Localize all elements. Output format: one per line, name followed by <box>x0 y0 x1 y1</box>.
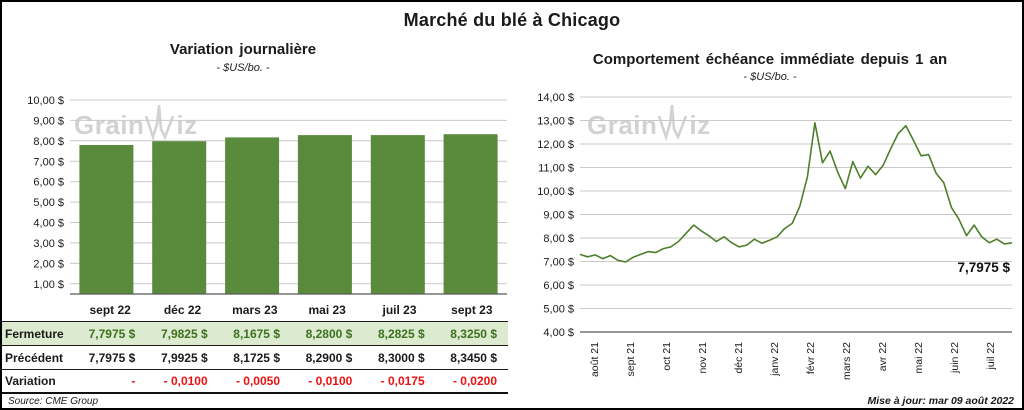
bar-chart-title: Variation journalière <box>169 41 317 58</box>
bar-chart-subtitle: - $US/bo. - <box>216 62 270 74</box>
row-label: Variation <box>5 374 56 388</box>
y-axis-label: 2,00 $ <box>33 258 64 270</box>
precedent-value: 7,7975 $ <box>88 350 136 365</box>
y-axis-label: 4,00 $ <box>33 218 64 230</box>
fermeture-value: 8,3250 $ <box>450 326 497 341</box>
precedent-value: 8,2900 $ <box>305 350 353 365</box>
bar-juil 23 <box>370 135 425 294</box>
y-axis-label: 8,00 $ <box>543 233 574 245</box>
bar-chart: 10,00 $ 9,00 $ 8,00 $ 7,00 $ 6,00 $ 5,00 $ 4,0… <box>27 95 507 295</box>
price-line <box>579 121 1013 263</box>
x-axis-label: août 21 <box>589 342 601 377</box>
x-axis-label: mars 22 <box>841 342 853 380</box>
column-header: juil 23 <box>382 302 417 317</box>
y-axis-label: 11,00 $ <box>538 163 574 175</box>
table-row: Précédent 7,7975 $ 7,9925 $ 8,1725 $ 8,2900 … <box>2 346 508 370</box>
x-axis-label: janv 22 <box>769 342 781 377</box>
table-row: Fermeture 7,7975 $ 7,9825 $ 8,1675 $ 8,2800 … <box>2 322 508 346</box>
precedent-value: 8,3450 $ <box>450 350 497 365</box>
y-axis-label: 5,00 $ <box>33 197 64 209</box>
variation-value: - <box>131 374 136 388</box>
page-title: Marché du blé à Chicago <box>403 10 621 30</box>
y-axis-label: 12,00 $ <box>537 139 574 151</box>
y-axis-label: 1,00 $ <box>33 279 64 291</box>
variation-value: - 0,0100 <box>163 374 208 388</box>
x-axis-label: oct 21 <box>661 342 673 371</box>
y-axis-label: 14,00 $ <box>537 92 574 104</box>
y-axis-label: 10,00 $ <box>537 186 574 198</box>
y-axis-label: 10,00 $ <box>27 95 64 107</box>
x-axis-label: juil 22 <box>985 342 997 371</box>
x-axis-label: déc 21 <box>733 342 745 374</box>
variation-value: - 0,0100 <box>308 374 353 388</box>
y-axis-label: 7,00 $ <box>33 156 64 168</box>
bar-sept 22 <box>79 145 134 294</box>
bar-mai 23 <box>297 135 352 294</box>
column-header: mai 23 <box>308 302 346 317</box>
update-note: Mise à jour: mar 09 août 2022 <box>867 395 1014 407</box>
variation-value: - 0,0050 <box>235 374 280 388</box>
source-note: Source: CME Group <box>8 396 99 407</box>
line-chart: 14,00 $ 13,00 $ 12,00 $ 11,00 $ 10,00 $ 9,00 … <box>537 92 1013 380</box>
precedent-value: 8,3000 $ <box>377 350 425 365</box>
column-header: déc 22 <box>163 302 202 317</box>
table-row: Variation - - 0,0100 - 0,0050 - 0,0100 - 0,01… <box>2 370 508 394</box>
y-axis-label: 5,00 $ <box>543 304 574 316</box>
bar-mars 23 <box>225 137 280 294</box>
fermeture-value: 8,2825 $ <box>377 326 425 341</box>
x-axis-label: juin 22 <box>949 342 961 374</box>
column-header: mars 23 <box>232 302 278 317</box>
fermeture-value: 8,1675 $ <box>233 326 280 341</box>
precedent-value: 7,9925 $ <box>160 350 208 365</box>
y-axis-label: 6,00 $ <box>33 177 64 189</box>
y-axis-label: 8,00 $ <box>33 136 64 148</box>
price-table: sept 22 déc 22 mars 23 mai 23 juil 23 sept 23… <box>2 298 508 394</box>
x-axis-label: nov 21 <box>697 342 709 374</box>
fermeture-value: 7,9825 $ <box>160 326 208 341</box>
bar-déc 22 <box>152 141 207 294</box>
variation-value: - 0,0175 <box>380 374 425 388</box>
x-axis-label: févr 22 <box>805 342 817 374</box>
fermeture-value: 8,2800 $ <box>305 326 353 341</box>
row-label: Précédent <box>5 350 64 365</box>
y-axis-label: 9,00 $ <box>33 115 64 127</box>
row-label: Fermeture <box>5 326 64 341</box>
line-chart-title: Comportement échéance immédiate depuis 1… <box>592 51 948 68</box>
column-header: sept 22 <box>89 302 131 317</box>
precedent-value: 8,1725 $ <box>233 350 280 365</box>
y-axis-label: 4,00 $ <box>543 327 574 339</box>
variation-value: - 0,0200 <box>452 374 497 388</box>
y-axis-label: 7,00 $ <box>543 257 574 269</box>
x-axis-label: sept 21 <box>625 342 637 377</box>
column-header: sept 23 <box>451 302 493 317</box>
y-axis-label: 9,00 $ <box>543 210 574 222</box>
bar-sept 23 <box>443 134 498 294</box>
y-axis-label: 13,00 $ <box>537 116 574 128</box>
x-axis-label: mai 22 <box>913 342 925 374</box>
table-row: sept 22 déc 22 mars 23 mai 23 juil 23 sept 23 <box>2 298 508 322</box>
x-axis-label: avr 22 <box>877 342 889 371</box>
last-price-annotation: 7,7975 $ <box>957 260 1010 275</box>
fermeture-value: 7,7975 $ <box>88 326 136 341</box>
y-axis-label: 6,00 $ <box>543 280 574 292</box>
y-axis-label: 3,00 $ <box>33 238 64 250</box>
line-chart-subtitle: - $US/bo. - <box>743 71 797 83</box>
